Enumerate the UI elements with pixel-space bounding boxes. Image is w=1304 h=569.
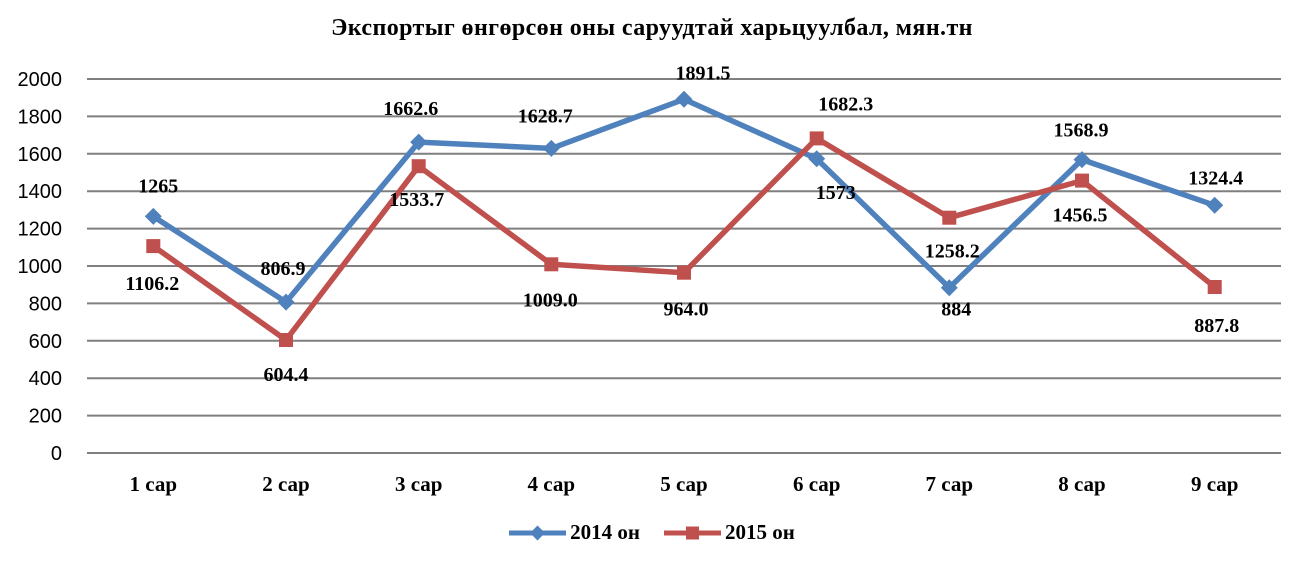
data-label: 1324.4 xyxy=(1188,167,1243,189)
y-axis-tick-label: 200 xyxy=(29,406,62,428)
legend-line-square-icon xyxy=(664,526,721,539)
y-axis-tick-label: 1400 xyxy=(18,181,63,203)
chart-title: Экспортыг өнгөрсөн оны саруудтай харьцуу… xyxy=(331,15,973,41)
data-point-marker-diamond[interactable] xyxy=(277,293,295,311)
legend-item-2015[interactable]: 2015 он xyxy=(664,522,795,543)
legend-line-diamond-icon xyxy=(509,525,567,540)
data-point-marker-diamond[interactable] xyxy=(1073,151,1091,169)
y-axis-tick-label: 1600 xyxy=(18,144,63,166)
data-point-marker-diamond[interactable] xyxy=(410,133,428,151)
data-label: 1106.2 xyxy=(125,273,179,295)
data-label: 1662.6 xyxy=(383,98,438,120)
y-axis-tick-label: 1200 xyxy=(18,219,63,241)
data-point-marker-square[interactable] xyxy=(1075,173,1089,188)
data-point-marker-diamond[interactable] xyxy=(542,139,560,157)
data-label: 604.4 xyxy=(264,364,309,386)
legend-item-2014[interactable]: 2014 он xyxy=(509,522,640,543)
legend-label-2015: 2015 он xyxy=(725,520,795,544)
data-point-marker-diamond[interactable] xyxy=(808,150,826,168)
x-axis-category-label: 8 сар xyxy=(1058,472,1106,496)
data-label: 884 xyxy=(941,299,971,321)
data-point-marker-square[interactable] xyxy=(677,265,691,280)
data-point-marker-diamond[interactable] xyxy=(675,90,693,108)
data-point-marker-square[interactable] xyxy=(1207,280,1222,294)
data-label: 806.9 xyxy=(261,258,306,280)
data-label: 964.0 xyxy=(664,299,709,321)
y-axis-tick-label: 1000 xyxy=(18,256,63,278)
y-axis-tick-label: 600 xyxy=(29,331,62,353)
legend-label-2014: 2014 он xyxy=(570,520,640,544)
y-axis-tick-label: 2000 xyxy=(18,69,63,91)
x-axis-category-label: 1 сар xyxy=(130,472,178,496)
x-axis-category-label: 7 сар xyxy=(926,472,974,496)
legend: 2014 он 2015 он xyxy=(0,522,1304,543)
data-label: 1258.2 xyxy=(925,241,980,263)
data-point-marker-square[interactable] xyxy=(942,210,957,225)
y-axis-tick-label: 400 xyxy=(29,368,62,390)
data-point-marker-square[interactable] xyxy=(809,131,824,146)
data-point-marker-diamond[interactable] xyxy=(144,207,162,225)
x-axis-category-label: 2 сар xyxy=(262,472,310,496)
data-label: 1573 xyxy=(816,182,856,204)
data-label: 887.8 xyxy=(1194,315,1239,337)
y-axis-tick-label: 800 xyxy=(29,293,62,315)
y-axis-tick-label: 1800 xyxy=(18,106,63,128)
data-point-marker-square[interactable] xyxy=(279,333,293,347)
data-label: 1456.5 xyxy=(1053,205,1108,227)
data-label: 1568.9 xyxy=(1054,120,1109,142)
data-label: 1009.0 xyxy=(523,289,578,311)
x-axis-category-label: 3 сар xyxy=(395,472,443,496)
data-point-marker-diamond[interactable] xyxy=(1206,196,1224,214)
x-axis-category-label: 5 сар xyxy=(660,472,708,496)
data-point-marker-square[interactable] xyxy=(146,239,161,254)
x-axis-category-label: 4 сар xyxy=(528,472,576,496)
data-point-marker-diamond[interactable] xyxy=(940,279,958,297)
data-point-marker-square[interactable] xyxy=(544,257,559,272)
data-point-marker-square[interactable] xyxy=(411,159,426,174)
x-axis-category-label: 6 сар xyxy=(793,472,841,496)
data-label: 1628.7 xyxy=(518,105,573,127)
data-label: 1533.7 xyxy=(389,189,444,211)
data-label: 1891.5 xyxy=(676,62,731,84)
data-label: 1682.3 xyxy=(818,93,873,115)
x-axis-category-label: 9 сар xyxy=(1191,472,1239,496)
data-label: 1265 xyxy=(138,175,178,197)
y-axis-tick-label: 0 xyxy=(51,443,62,465)
